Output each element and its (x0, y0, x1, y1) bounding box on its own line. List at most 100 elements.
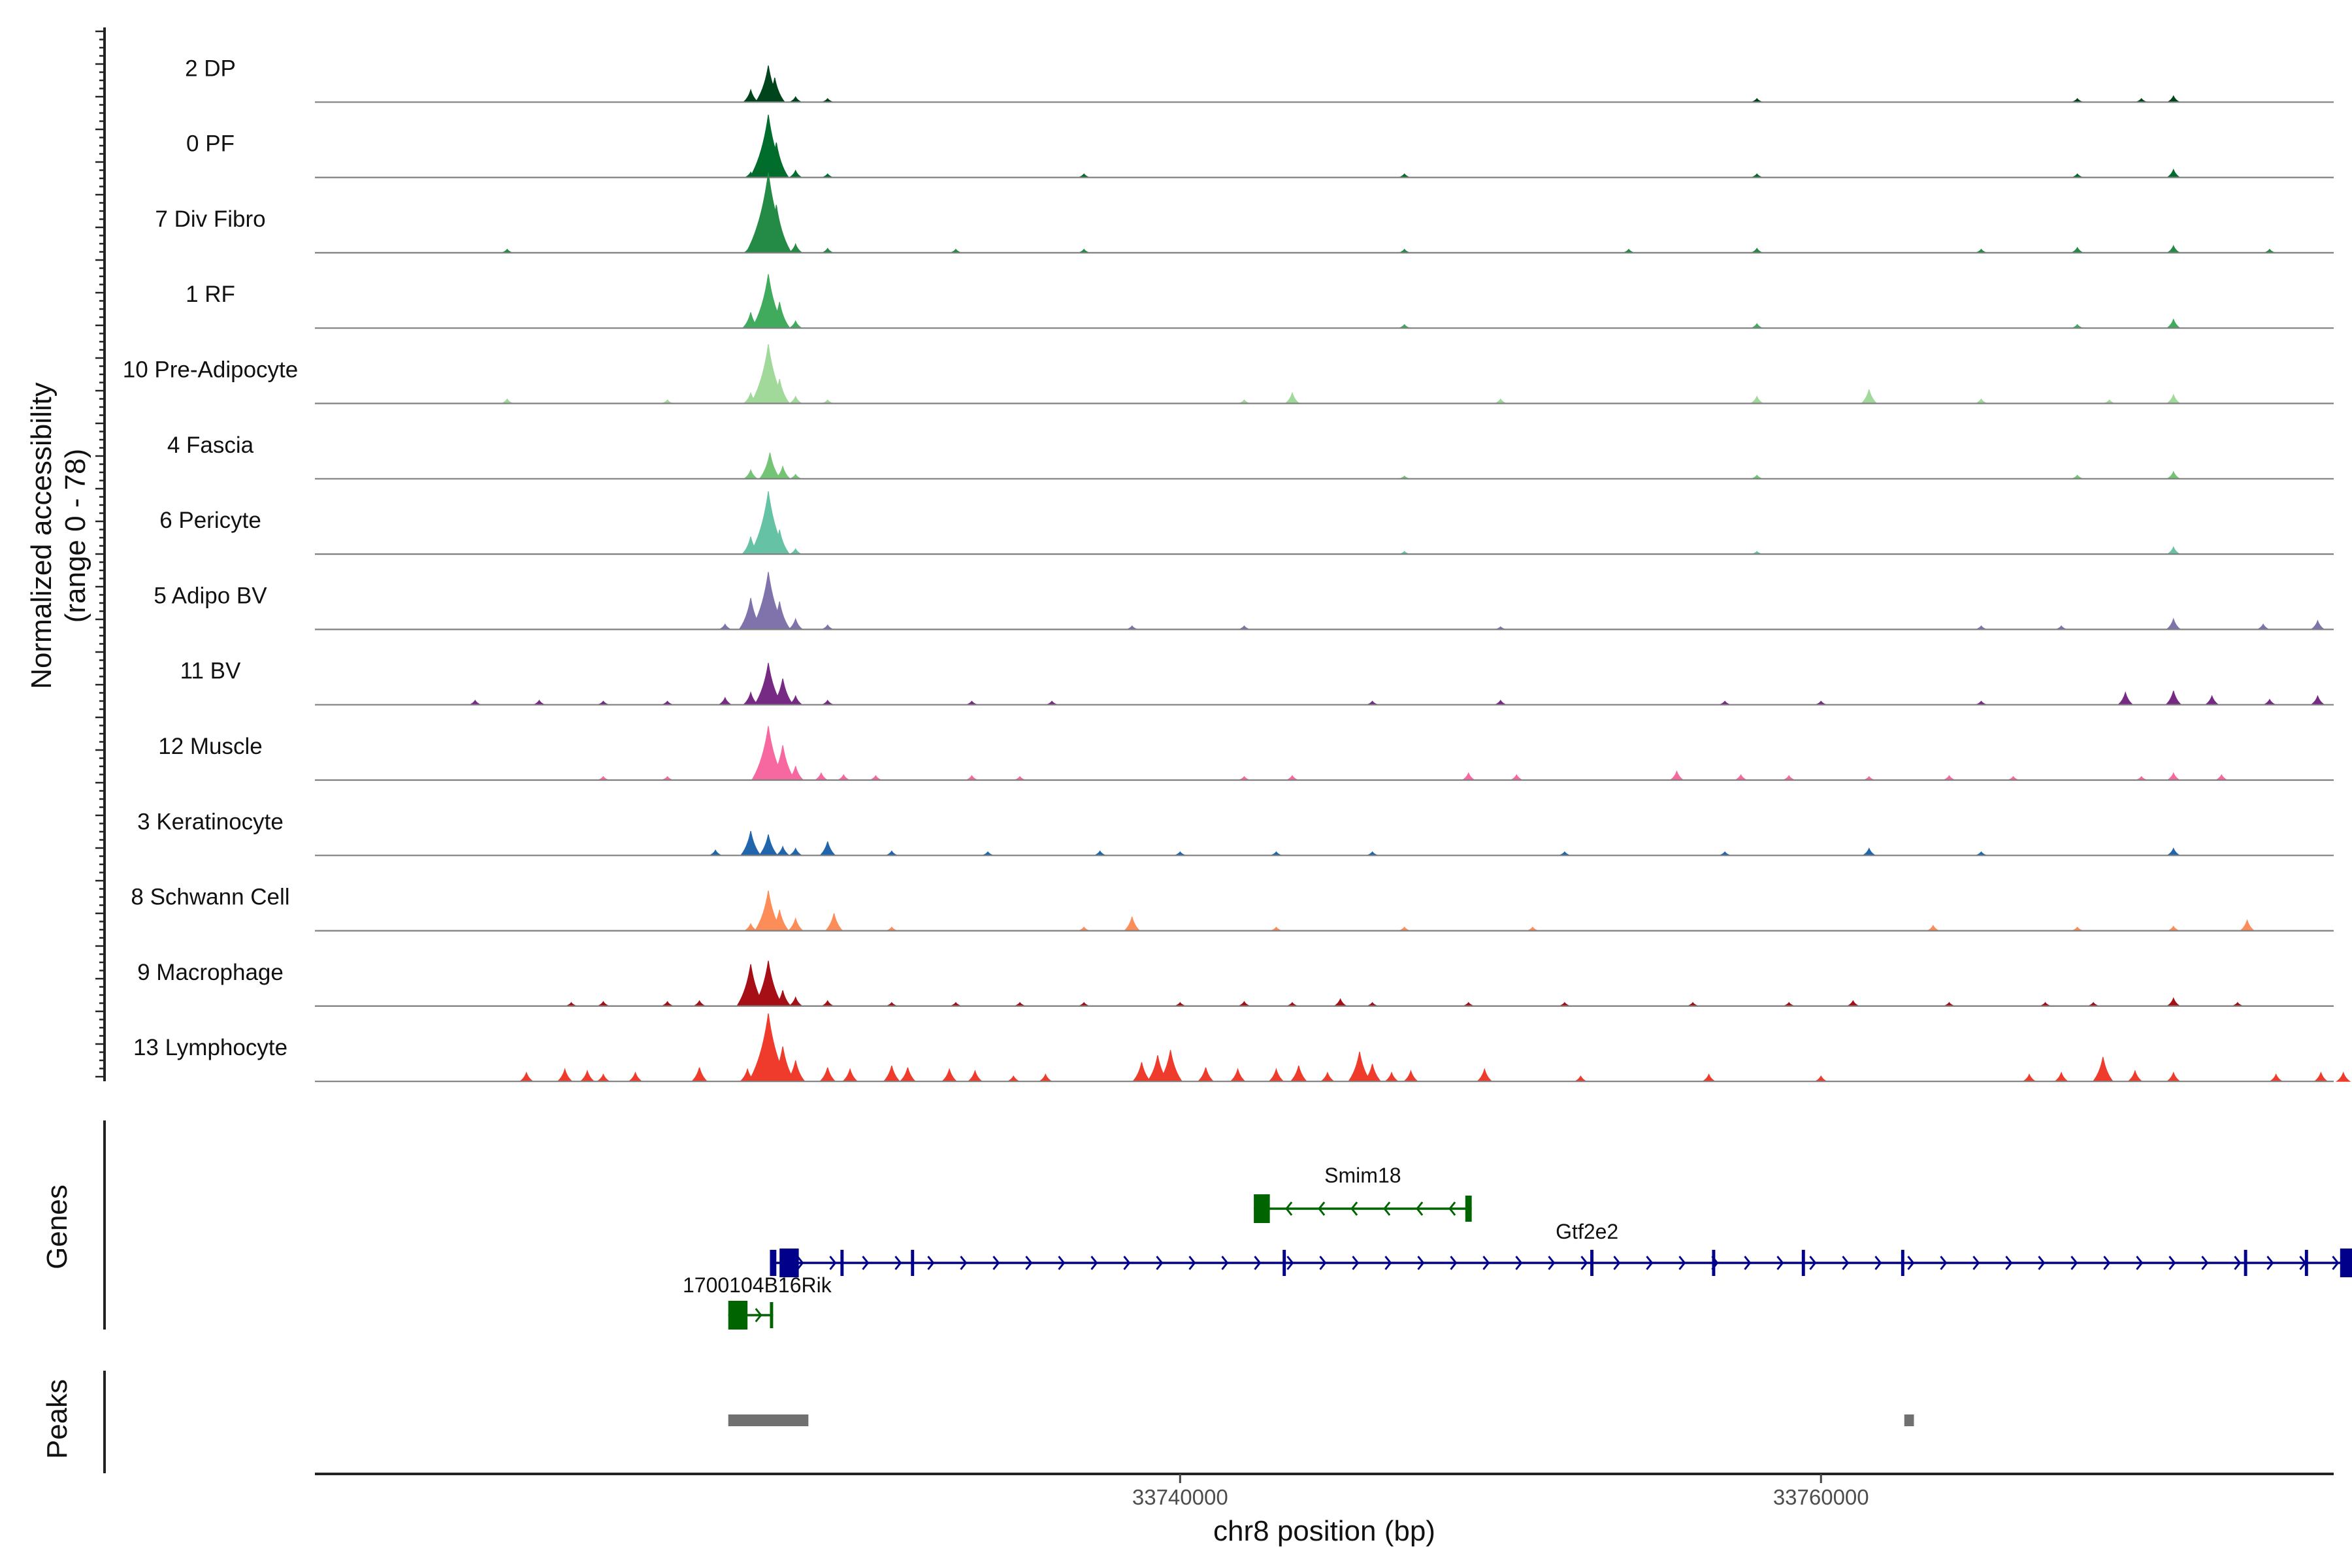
strand-arrow (1123, 1256, 1131, 1270)
coverage-peak (1132, 1062, 1152, 1082)
track-0: 2 DP (185, 56, 2334, 103)
track-label: 9 Macrophage (137, 960, 284, 985)
coverage-peak (2268, 1073, 2284, 1082)
coverage-peak (769, 909, 790, 932)
coverage-peak (1575, 1075, 1587, 1082)
gene-exon (840, 1250, 844, 1276)
coverage-peak (787, 694, 804, 706)
strand-arrow (1515, 1256, 1523, 1270)
coverage-peak (1332, 998, 1348, 1007)
x-axis-ticks: 337400003376000033780000 (1132, 1474, 1869, 1509)
gene-annotation-track: Smim18 Gtf2e2 1700104B16Rik (683, 1164, 2352, 1330)
track-9: 12 Muscle (158, 726, 2334, 781)
coverage-peak (788, 847, 804, 856)
coverage-peak (787, 996, 804, 1007)
coverage-peak (825, 913, 843, 932)
gene-gtf2e2: Gtf2e2 (770, 1220, 2352, 1277)
coverage-peak (743, 468, 759, 480)
coverage-peak (2166, 997, 2181, 1007)
coverage-peak (1511, 774, 1523, 781)
track-label: 10 Pre-Adipocyte (123, 357, 298, 383)
peaks-panel-title: Peaks (41, 1379, 73, 1459)
strand-arrow (1221, 1256, 1229, 1270)
coverage-peak (758, 834, 779, 856)
coverage-peak (789, 95, 802, 103)
x-tick-label: 33740000 (1132, 1485, 1228, 1509)
gene-smim18: Smim18 (1254, 1164, 1472, 1223)
y-axis-ticks (95, 30, 105, 1078)
strand-arrow (1809, 1256, 1817, 1270)
coverage-peak (2239, 919, 2255, 932)
coverage-peak (1847, 1000, 1859, 1007)
coverage-peak (1403, 1070, 1419, 1082)
strand-arrow (2168, 1256, 2176, 1270)
track-label: 13 Lymphocyte (133, 1035, 287, 1060)
coverage-peak (2166, 244, 2181, 253)
track-6: 6 Pericyte (159, 491, 2334, 555)
track-label: 0 PF (186, 131, 235, 157)
coverage-peak (787, 917, 804, 932)
coverage-peak (819, 841, 837, 856)
y-axis-title-line-2: (range 0 - 78) (59, 449, 91, 623)
coverage-peak (772, 678, 794, 706)
coverage-peak (2215, 774, 2228, 781)
coverage-peak (774, 465, 791, 480)
coverage-peak (760, 204, 792, 253)
strand-arrow (1874, 1256, 1882, 1270)
strand-arrow (755, 1308, 762, 1322)
coverage-peak (2335, 1071, 2351, 1082)
coverage-peak (1669, 770, 1685, 781)
gene-exon (770, 1250, 777, 1276)
coverage-peak (579, 1070, 596, 1082)
track-label: 11 BV (180, 659, 241, 684)
track-5: 4 Fascia (167, 433, 2334, 480)
coverage-peak (2053, 1071, 2069, 1082)
strand-arrow (2103, 1256, 2111, 1270)
strand-arrow (2136, 1256, 2144, 1270)
strand-arrow (1285, 1201, 1293, 1216)
gene-exon (911, 1250, 915, 1276)
strand-arrow (927, 1256, 935, 1270)
track-2: 7 Div Fibro (155, 172, 2334, 253)
coverage-peak (753, 960, 784, 1007)
coverage-peak (743, 923, 759, 932)
strand-arrow (1383, 1201, 1391, 1216)
coverage-peak (768, 379, 791, 404)
strand-arrow (1350, 1201, 1358, 1216)
coverage-peak (789, 547, 802, 555)
coverage-peak (2166, 772, 2181, 781)
coverage-peak (2204, 694, 2220, 706)
track-4: 10 Pre-Adipocyte (123, 344, 2334, 404)
strand-arrow (796, 1256, 804, 1270)
track-1: 0 PF (186, 114, 2334, 178)
coverage-peak (1290, 1066, 1308, 1082)
track-label: 8 Schwann Cell (131, 885, 289, 910)
coverage-peak (2310, 619, 2326, 630)
gene-1700104b16rik: 1700104B16Rik (683, 1273, 832, 1330)
coverage-peak (788, 319, 804, 329)
gene-exon (1712, 1250, 1716, 1276)
track-8: 11 BV (180, 659, 2334, 706)
coverage-peak (967, 1070, 983, 1082)
coverage-peak (774, 990, 792, 1007)
x-axis-title: chr8 position (bp) (1213, 1515, 1435, 1547)
coverage-peak (2127, 1070, 2144, 1082)
coverage-peak (768, 302, 791, 329)
coverage-peak (1320, 1071, 1335, 1082)
strand-arrow (1448, 1201, 1456, 1216)
strand-arrow (862, 1256, 870, 1270)
gene-exon (1590, 1250, 1593, 1276)
strand-arrow (1156, 1256, 1164, 1270)
strand-arrow (1318, 1201, 1326, 1216)
coverage-peak (1007, 1075, 1020, 1082)
coverage-peak (1037, 1073, 1053, 1082)
gene-exon (2244, 1250, 2247, 1276)
coverage-peak (1749, 395, 1765, 404)
strand-arrow (1025, 1256, 1033, 1270)
coverage-tracks: 2 DP 0 PF 7 Div Fibro 1 RF 10 Pre-Adipocyte 4… (123, 56, 2351, 1083)
strand-arrow (1352, 1256, 1360, 1270)
strand-arrow (2005, 1256, 2013, 1270)
coverage-peak (2164, 691, 2183, 706)
coverage-peak (787, 617, 804, 630)
coverage-peak (1815, 1075, 1827, 1082)
